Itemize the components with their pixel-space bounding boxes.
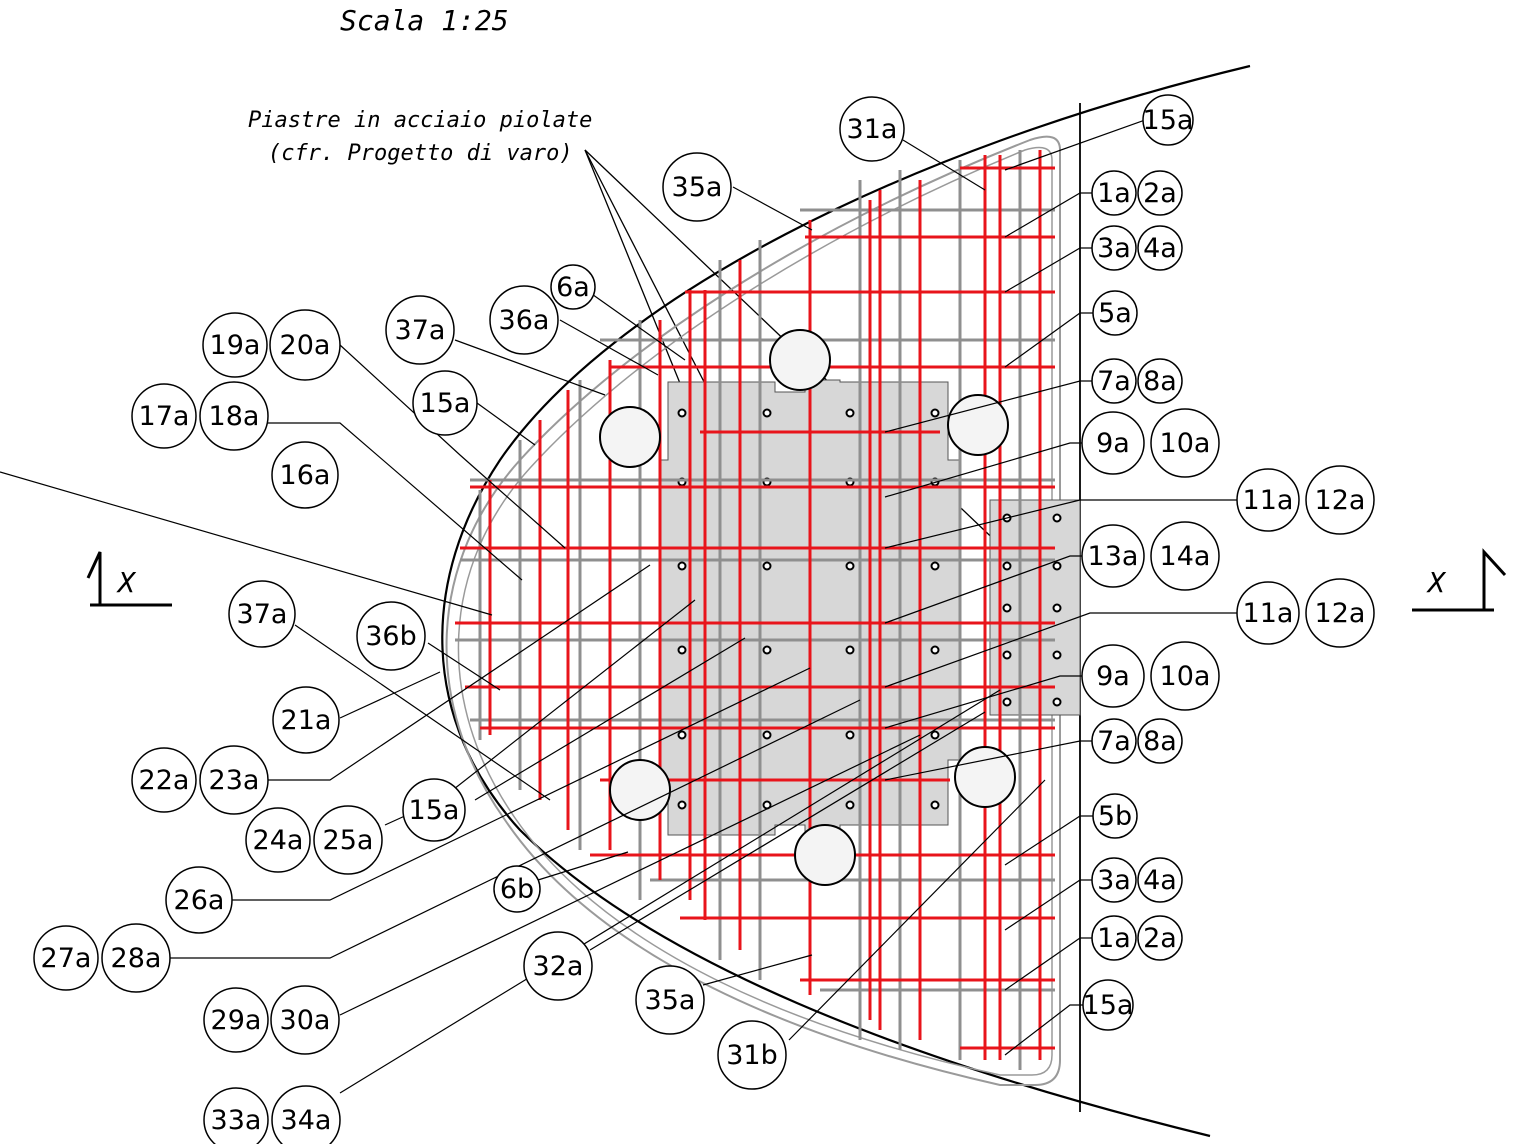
callout-9a: 9a (1096, 428, 1130, 459)
callout-6a: 6a (556, 272, 590, 303)
callout-8a: 8a (1143, 366, 1177, 397)
callout-29a: 29a (211, 1005, 262, 1036)
callout-32a: 32a (533, 951, 584, 982)
callouts-right-top (1081, 94, 1375, 591)
callout-5b: 5b (1098, 801, 1132, 832)
callout-25a: 25a (323, 825, 374, 856)
callout-12a-b: 12a (1315, 598, 1366, 629)
callout-31b: 31b (726, 1040, 778, 1071)
callout-17a: 17a (139, 401, 190, 432)
callout-4a: 4a (1143, 233, 1177, 264)
callout-34a: 34a (281, 1105, 332, 1136)
callout-33a: 33a (211, 1105, 262, 1136)
section-mark-left: X (116, 566, 137, 599)
annotation-line-1: Piastre in acciaio piolate (248, 108, 592, 133)
callout-30a: 30a (280, 1005, 331, 1036)
ducts (599, 329, 1016, 886)
callout-19a: 19a (210, 330, 261, 361)
callout-2a-b: 2a (1143, 923, 1177, 954)
callout-16a: 16a (280, 460, 331, 491)
callout-15a-left-top: 15a (420, 388, 471, 419)
callout-texts: 15a 1a 2a 3a 4a 5a 7a 8a 9a 10a 11a 12a … (41, 105, 1366, 1136)
callout-13a: 13a (1088, 541, 1139, 572)
callouts-right-bottom (1081, 578, 1375, 1031)
section-marker-right (1412, 548, 1507, 612)
callout-36a: 36a (499, 305, 550, 336)
concrete-outline-inner (457, 146, 1053, 1076)
annotation-line-2: (cfr. Progetto di varo) (268, 141, 573, 166)
section-mark-right: X (1426, 566, 1447, 599)
leader-lines (0, 119, 1237, 1094)
callout-1a-b: 1a (1097, 923, 1131, 954)
scale-label: Scala 1:25 (340, 4, 509, 37)
callout-35a-bottom: 35a (645, 985, 696, 1016)
callout-7a-b: 7a (1097, 726, 1131, 757)
callout-3a-b: 3a (1097, 865, 1131, 896)
callout-15a-bottom: 15a (1083, 990, 1134, 1021)
callouts-left (33, 580, 787, 1144)
concrete-outline (445, 135, 1061, 1086)
callout-9a-b: 9a (1096, 661, 1130, 692)
callout-3a: 3a (1097, 233, 1131, 264)
callout-36b: 36b (365, 621, 417, 652)
callout-22a: 22a (139, 765, 190, 796)
callout-37a-left: 37a (237, 599, 288, 630)
callout-10a-b: 10a (1160, 661, 1211, 692)
callout-6b: 6b (500, 874, 534, 905)
callout-2a: 2a (1143, 178, 1177, 209)
callout-21a: 21a (281, 705, 332, 736)
plate-studs (677, 408, 1062, 810)
callout-37a-top: 37a (395, 315, 446, 346)
callout-10a: 10a (1160, 428, 1211, 459)
callout-15a-left-bottom: 15a (409, 795, 460, 826)
callout-15a-top: 15a (1143, 105, 1194, 136)
callout-14a: 14a (1160, 541, 1211, 572)
callout-20a: 20a (280, 330, 331, 361)
section-marker-left (86, 551, 172, 607)
callout-18a: 18a (209, 401, 260, 432)
callout-7a: 7a (1097, 366, 1131, 397)
callout-31a: 31a (847, 114, 898, 145)
callout-28a: 28a (111, 943, 162, 974)
callout-11a: 11a (1243, 485, 1294, 516)
callout-23a: 23a (209, 765, 260, 796)
callout-12a: 12a (1315, 485, 1366, 516)
callout-4a-b: 4a (1143, 865, 1177, 896)
callout-35a-top: 35a (672, 172, 723, 203)
callout-5a: 5a (1098, 298, 1132, 329)
callout-1a: 1a (1097, 178, 1131, 209)
callout-8a-b: 8a (1143, 726, 1177, 757)
callout-24a: 24a (253, 825, 304, 856)
callout-26a: 26a (174, 885, 225, 916)
callout-11a-b: 11a (1243, 598, 1294, 629)
callouts-top (131, 96, 905, 509)
callout-27a: 27a (41, 943, 92, 974)
